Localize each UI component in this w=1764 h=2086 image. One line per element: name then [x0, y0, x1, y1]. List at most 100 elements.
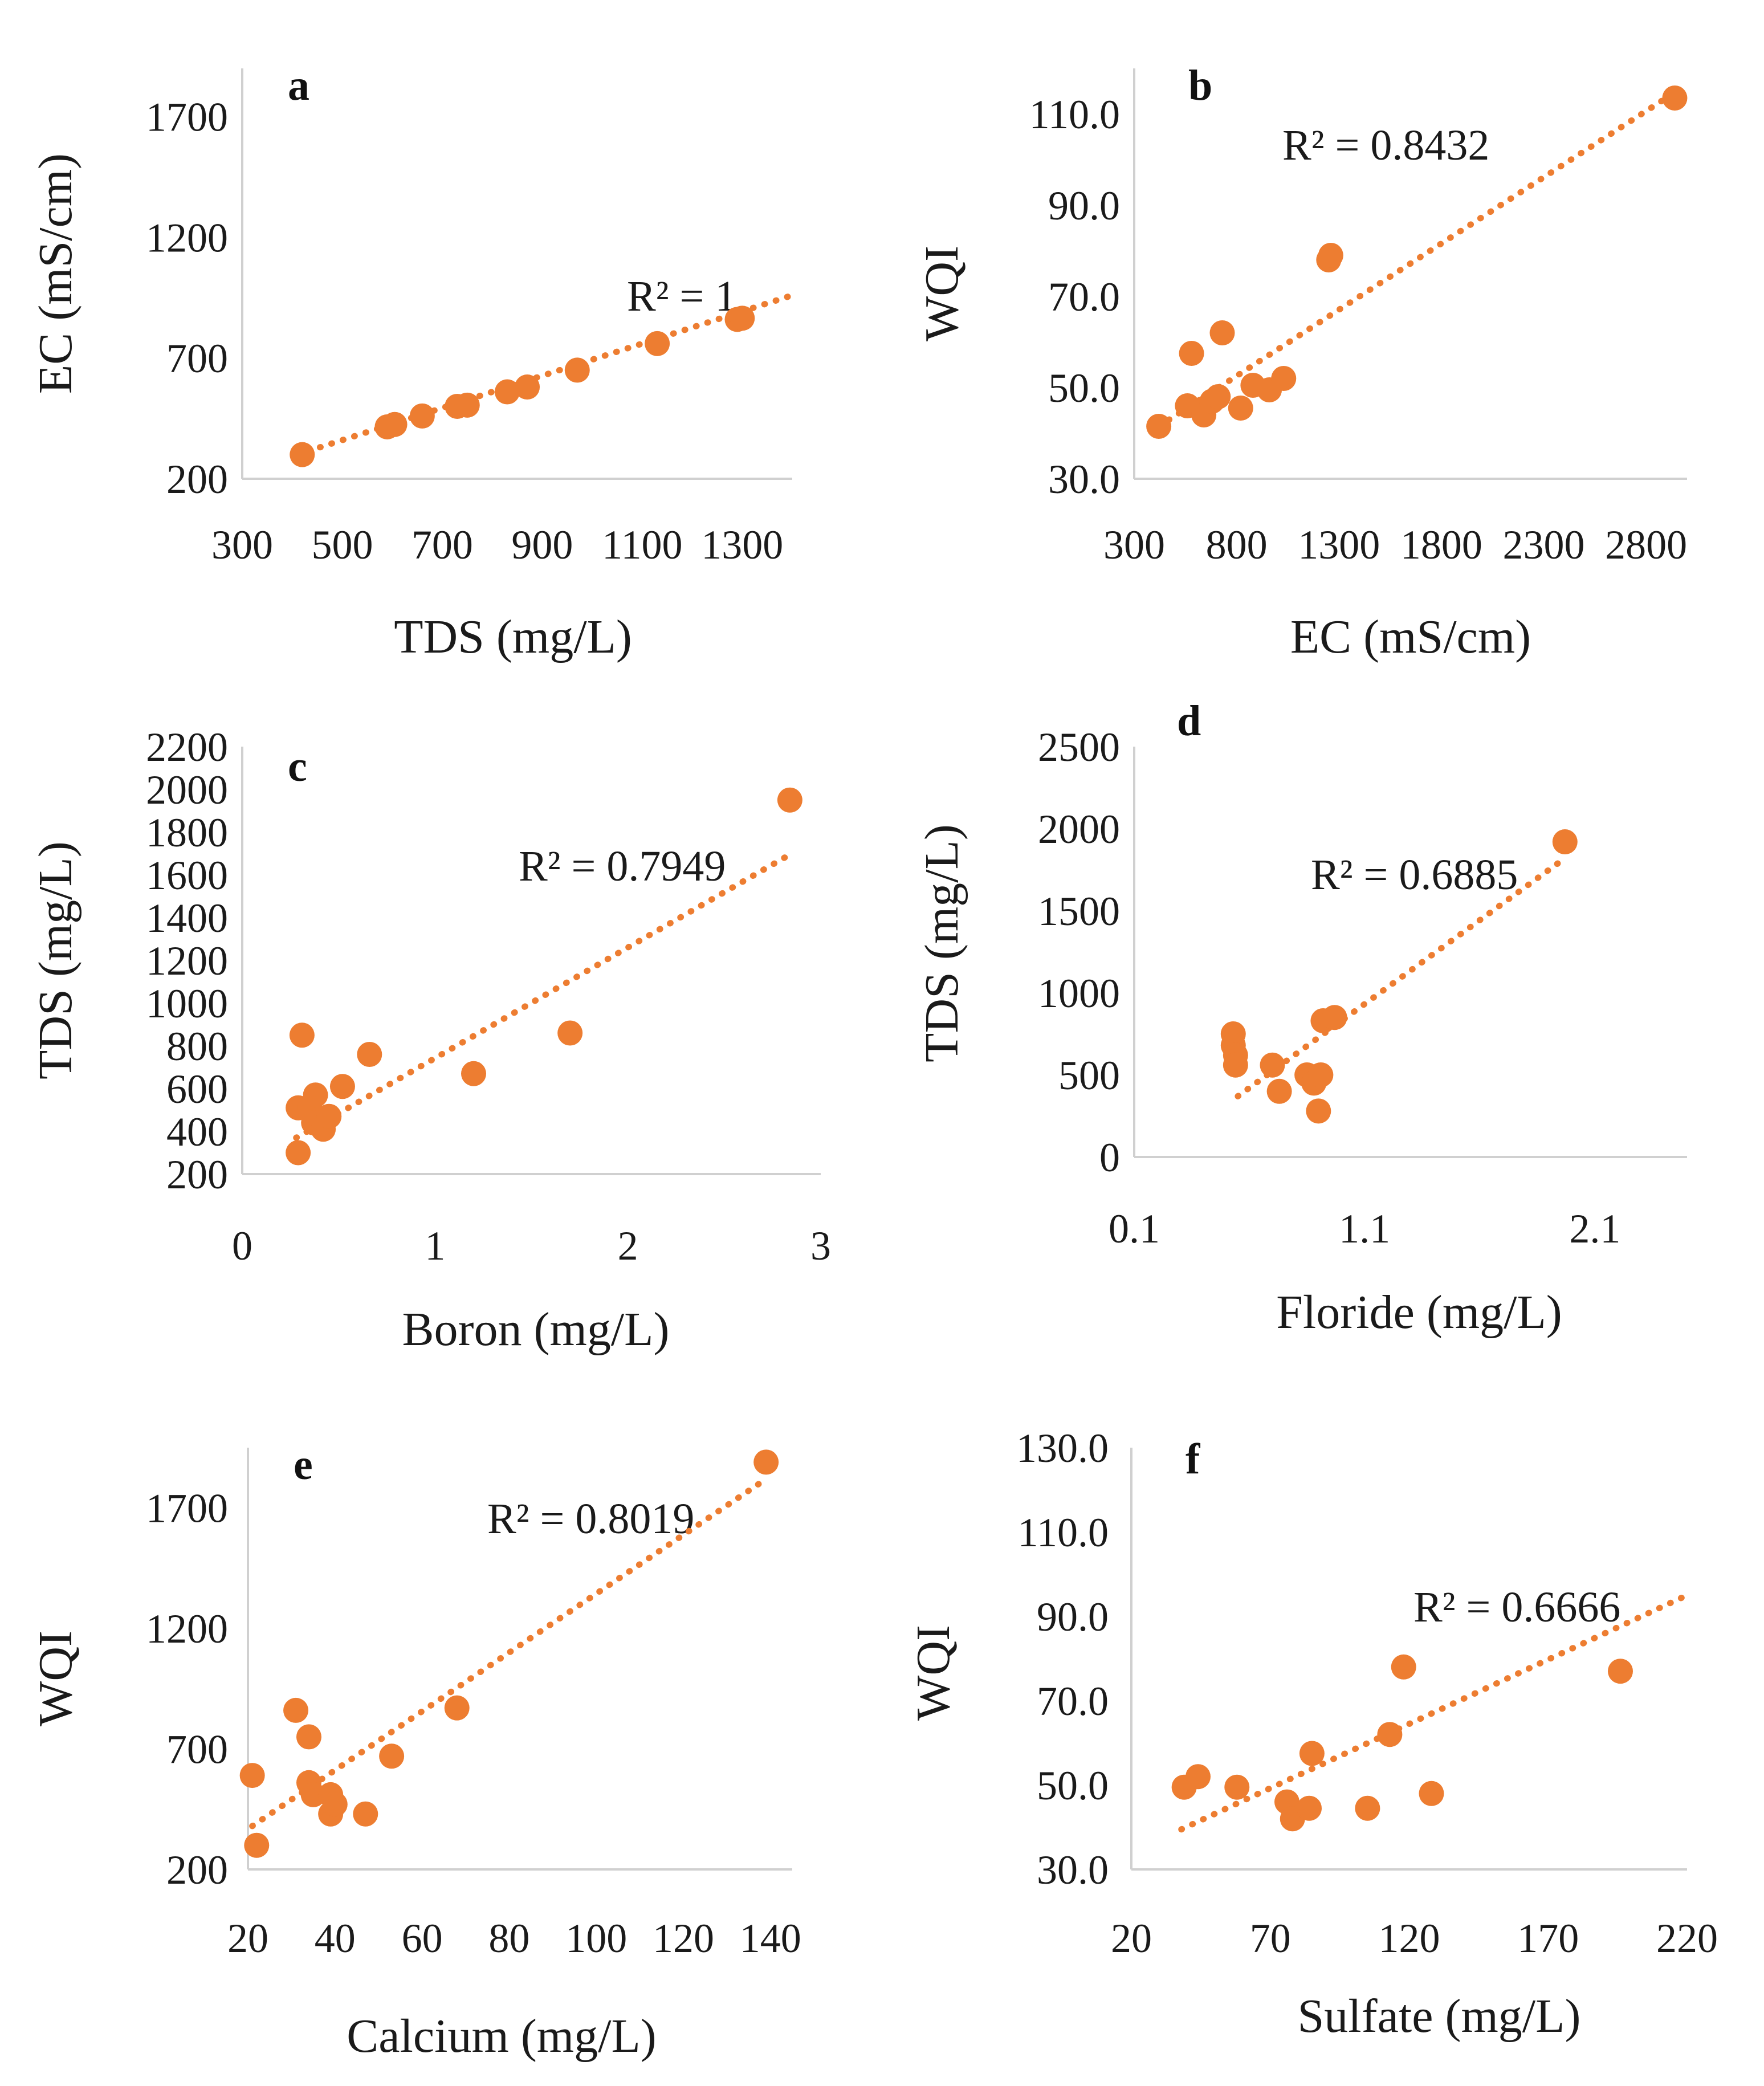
panel-c-y-tick-label: 1000	[146, 981, 228, 1026]
panel-e-y-tick-label: 700	[166, 1727, 228, 1773]
panel-e-x-tick-label: 40	[315, 1916, 356, 1961]
panel-c-data-point	[461, 1061, 486, 1086]
panel-a-data-point	[454, 392, 480, 418]
panel-e-calcium-vs-wqi: e Calcium (mg/L) WQI R² = 0.8019 200 700 1…	[29, 1441, 801, 2063]
panel-f-data-point	[1299, 1741, 1325, 1766]
panel-e-data-point	[379, 1743, 405, 1769]
panel-c-y-tick-label: 1400	[146, 895, 228, 941]
panel-f-data-point	[1185, 1764, 1211, 1790]
panel-c-y-tick-label: 2200	[146, 724, 228, 770]
panel-b-letter: b	[1188, 62, 1212, 109]
panel-c-data-point	[286, 1140, 311, 1166]
panel-c-y-tick-label: 2000	[146, 767, 228, 813]
panel-d-x-tick-label: 0.1	[1109, 1206, 1160, 1252]
panel-a-data-point	[730, 305, 755, 331]
panel-b-x-tick-label: 2300	[1503, 522, 1585, 568]
panel-b-data-point	[1228, 396, 1253, 421]
panel-e-data-point	[753, 1449, 779, 1475]
panel-c-letter: c	[288, 743, 307, 791]
panel-e-x-tick-label: 120	[653, 1916, 714, 1961]
panel-d-r-squared-label: R² = 0.6885	[1311, 851, 1518, 899]
panel-c-y-tick-label: 800	[166, 1024, 228, 1069]
panel-b-y-tick-label: 30.0	[1048, 457, 1120, 502]
panel-a-data-point	[409, 403, 435, 429]
panel-e-x-tick-label: 80	[488, 1916, 529, 1961]
panel-a-data-point	[290, 442, 315, 467]
panel-b-y-axis-title: WQI	[915, 246, 968, 341]
panel-d-y-tick-label: 500	[1058, 1053, 1120, 1098]
panel-a-trendline	[294, 292, 796, 458]
panel-e-letter: e	[294, 1441, 313, 1489]
panel-b-data-point	[1271, 366, 1297, 391]
panel-e-y-axis-title: WQI	[29, 1631, 82, 1726]
panel-d-x-tick-label: 2.1	[1569, 1206, 1620, 1252]
panel-f-y-tick-label: 130.0	[1016, 1425, 1109, 1471]
panel-e-data-point	[239, 1763, 265, 1788]
panel-d-x-tick-label: 1.1	[1339, 1206, 1390, 1252]
panel-f-data-point	[1355, 1795, 1380, 1821]
panel-a-x-tick-label: 900	[511, 522, 573, 568]
panel-c-boron-vs-tds: c Boron (mg/L) TDS (mg/L) R² = 0.7949 20…	[29, 724, 831, 1356]
panel-f-x-axis-title: Sulfate (mg/L)	[1298, 1990, 1581, 2043]
panel-c-data-point	[557, 1020, 583, 1046]
panel-c-x-tick-label: 0	[232, 1223, 252, 1269]
panel-f-data-point	[1419, 1781, 1444, 1806]
panel-f-data-point	[1297, 1795, 1322, 1821]
panel-d-y-tick-label: 0	[1099, 1135, 1120, 1180]
panel-b-y-tick-label: 70.0	[1048, 274, 1120, 320]
panel-f-data-point	[1224, 1774, 1250, 1800]
panel-a-x-tick-label: 1100	[602, 522, 682, 568]
panel-e-r-squared-label: R² = 0.8019	[487, 1495, 694, 1543]
panel-a-x-tick-label: 500	[311, 522, 373, 568]
panel-e-data-point	[353, 1801, 378, 1827]
panel-d-y-tick-label: 2500	[1038, 724, 1120, 770]
panel-b-x-tick-label: 800	[1206, 522, 1268, 568]
panel-b-y-tick-label: 90.0	[1048, 183, 1120, 229]
panel-d-fluoride-vs-tds: d Floride (mg/L) TDS (mg/L) R² = 0.6885 …	[915, 697, 1687, 1339]
panel-f-y-tick-label: 50.0	[1037, 1763, 1109, 1808]
panel-c-y-tick-label: 1800	[146, 810, 228, 855]
panel-e-x-tick-label: 140	[740, 1916, 801, 1961]
panel-a-y-axis-title: EC (mS/cm)	[29, 153, 82, 394]
panel-b-y-tick-label: 50.0	[1048, 365, 1120, 411]
panel-e-x-tick-label: 20	[227, 1916, 268, 1961]
panel-c-y-tick-label: 1200	[146, 938, 228, 984]
panel-a-tds-vs-ec: a TDS (mg/L) EC (mS/cm) R² = 1 200 700 120…	[29, 62, 796, 663]
panel-e-data-point	[444, 1695, 470, 1721]
panel-e-trendline	[249, 1476, 769, 1830]
panel-f-y-tick-label: 110.0	[1018, 1510, 1109, 1555]
panel-d-y-axis-title: TDS (mg/L)	[915, 824, 968, 1062]
panel-f-data-point	[1608, 1659, 1633, 1684]
panel-f-trendline	[1178, 1592, 1690, 1833]
panel-e-y-tick-label: 1700	[146, 1486, 228, 1531]
panel-a-letter: a	[288, 62, 309, 109]
panel-b-trendline	[1155, 88, 1680, 430]
panel-c-data-point	[777, 787, 802, 813]
panel-a-y-tick-label: 200	[166, 457, 228, 502]
panel-a-y-tick-label: 700	[166, 336, 228, 381]
panel-b-data-point	[1209, 320, 1235, 345]
panel-f-x-tick-label: 20	[1111, 1916, 1152, 1961]
panel-d-data-point	[1266, 1078, 1292, 1104]
panel-d-data-point	[1260, 1052, 1285, 1078]
panel-f-x-tick-label: 170	[1517, 1916, 1579, 1961]
panel-d-data-point	[1223, 1052, 1248, 1078]
panel-b-data-point	[1318, 243, 1343, 268]
panel-b-data-point	[1146, 414, 1172, 439]
panel-c-x-tick-label: 3	[810, 1223, 831, 1269]
panel-b-x-axis-title: EC (mS/cm)	[1290, 610, 1531, 663]
panel-b-x-tick-label: 1300	[1298, 522, 1380, 568]
panel-d-y-tick-label: 2000	[1038, 806, 1120, 852]
panel-a-data-point	[564, 357, 590, 383]
panel-c-y-axis-title: TDS (mg/L)	[29, 841, 82, 1079]
panel-c-x-axis-title: Boron (mg/L)	[402, 1303, 670, 1356]
panel-d-data-point	[1322, 1005, 1347, 1030]
panel-c-trendline	[293, 850, 795, 1141]
panel-c-data-point	[357, 1042, 382, 1067]
panel-e-x-axis-title: Calcium (mg/L)	[347, 2010, 657, 2063]
panel-f-x-tick-label: 220	[1656, 1916, 1718, 1961]
panel-d-x-axis-title: Floride (mg/L)	[1276, 1286, 1562, 1339]
panel-e-data-point	[244, 1832, 270, 1858]
panel-a-y-tick-label: 1700	[146, 95, 228, 140]
